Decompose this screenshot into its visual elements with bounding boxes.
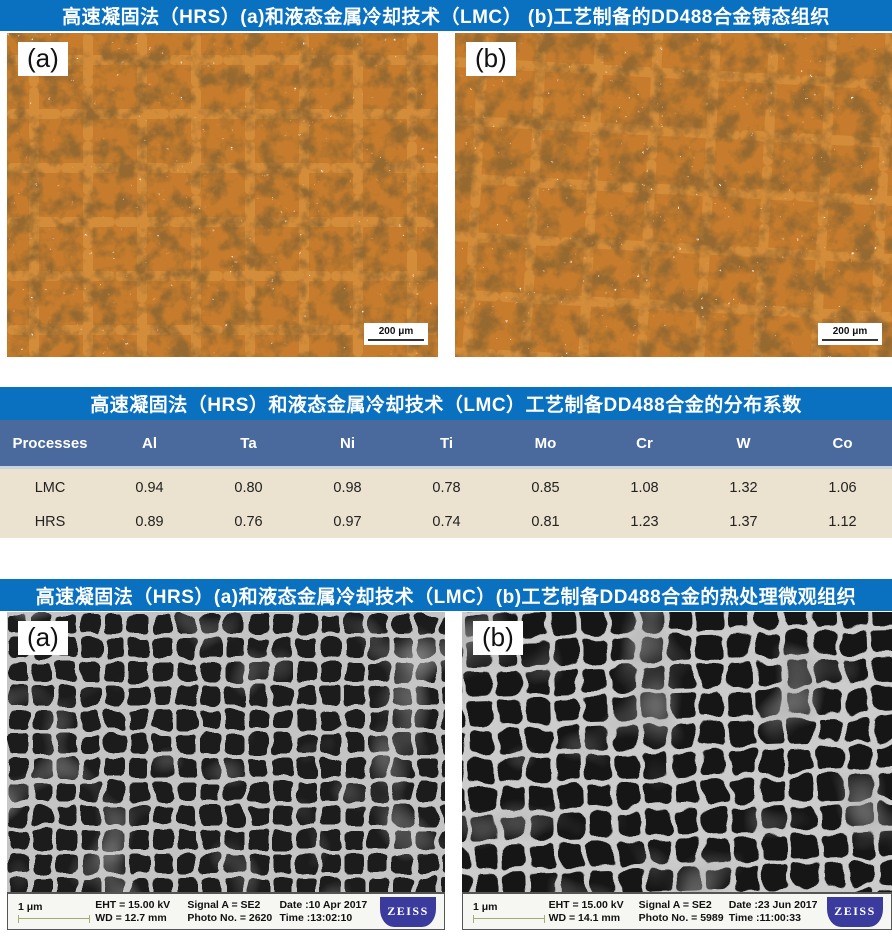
cell-value: 0.76 xyxy=(234,514,263,530)
sem-beam-info: EHT = 15.00 kV WD = 14.1 mm xyxy=(549,899,639,925)
optical-micrograph-a-texture xyxy=(7,33,438,357)
cell-value: 1.32 xyxy=(729,480,758,496)
wd-value: WD = 14.1 mm xyxy=(548,911,621,924)
cell-value: 1.23 xyxy=(630,514,659,530)
column-header-cr: Cr xyxy=(636,434,653,452)
coefficient-table-title: 高速凝固法（HRS）和液态金属冷却技术（LMC）工艺制备DD488合金的分布系数 xyxy=(0,387,892,420)
cell-value: 1.37 xyxy=(729,514,758,530)
scale-bar-label: 1 μm xyxy=(473,900,498,913)
sem-footer-b: 1 μm EHT = 15.00 kV WD = 14.1 mm Signal … xyxy=(462,892,892,930)
wd-value: WD = 12.7 mm xyxy=(95,911,167,924)
eht-value: EHT = 15.00 kV xyxy=(95,898,171,911)
sem-datetime-info: Date :10 Apr 2017 Time :13:02:10 xyxy=(279,899,380,925)
sem-micrograph-a: (a) 1 μm EHT = 15.00 kV WD = 12.7 mm Sig… xyxy=(7,612,445,930)
table-row-hrs: HRS 0.89 0.76 0.97 0.74 0.81 1.23 1.37 1… xyxy=(0,505,892,539)
signal-value: Signal A = SE2 xyxy=(638,898,712,911)
sem-micrograph-b: (b) 1 μm EHT = 15.00 kV WD = 14.1 mm Sig… xyxy=(462,612,892,930)
scale-bar-line xyxy=(18,914,90,923)
scale-bar-1um: 1 μm xyxy=(463,901,549,923)
time-value: Time :11:00:33 xyxy=(728,911,801,924)
column-header-ni: Ni xyxy=(340,434,355,452)
cell-value: 0.97 xyxy=(333,514,362,530)
column-header-w: W xyxy=(736,434,751,452)
sem-signal-info: Signal A = SE2 Photo No. = 5989 xyxy=(639,899,729,925)
cell-value: 0.74 xyxy=(432,514,461,530)
optical-micrograph-b: (b) 200 μm xyxy=(455,33,892,357)
cell-value: 0.80 xyxy=(234,480,263,496)
scale-bar-200um: 200 μm xyxy=(364,323,428,345)
cell-value: 1.08 xyxy=(630,480,659,496)
panel-label-b: (b) xyxy=(473,621,523,655)
sem-footer-a: 1 μm EHT = 15.00 kV WD = 12.7 mm Signal … xyxy=(7,892,445,930)
optical-micrograph-a: (a) 200 μm xyxy=(7,33,438,357)
photo-number: Photo No. = 2620 xyxy=(187,911,273,924)
cell-value: 1.12 xyxy=(828,514,857,530)
cast-structure-title: 高速凝固法（HRS）(a)和液态金属冷却技术（LMC） (b)工艺制备的DD48… xyxy=(0,0,892,31)
table-body: LMC 0.94 0.80 0.98 0.78 0.85 1.08 1.32 1… xyxy=(0,466,892,538)
column-header-ta: Ta xyxy=(240,434,257,452)
time-value: Time :13:02:10 xyxy=(279,911,353,924)
scale-bar-label: 200 μm xyxy=(832,326,868,337)
scale-bar-200um: 200 μm xyxy=(818,323,882,345)
optical-micrograph-b-texture xyxy=(455,33,892,357)
sem-datetime-info: Date :23 Jun 2017 Time :11:00:33 xyxy=(729,899,827,925)
cell-value: 0.98 xyxy=(333,480,362,496)
signal-value: Signal A = SE2 xyxy=(187,898,261,911)
cast-micrographs-row: (a) 200 μm (b) 200 μm xyxy=(7,33,892,357)
sem-micrograph-b-texture xyxy=(462,612,892,892)
zeiss-logo: ZEISS xyxy=(827,896,884,927)
table-row-lmc: LMC 0.94 0.80 0.98 0.78 0.85 1.08 1.32 1… xyxy=(0,471,892,505)
scale-bar-label: 1 μm xyxy=(18,900,43,913)
photo-number: Photo No. = 5989 xyxy=(638,911,724,924)
date-value: Date :10 Apr 2017 xyxy=(279,898,368,911)
column-header-processes: Processes xyxy=(12,434,88,452)
sem-micrograph-a-texture xyxy=(7,612,445,892)
scale-bar-line xyxy=(822,339,878,341)
scale-bar-line xyxy=(473,914,545,923)
panel-label-a: (a) xyxy=(18,621,68,655)
scale-bar-label: 200 μm xyxy=(378,326,414,337)
cell-value: 1.06 xyxy=(828,480,857,496)
column-header-mo: Mo xyxy=(534,434,557,452)
heat-treated-title: 高速凝固法（HRS）(a)和液态金属冷却技术（LMC）(b)工艺制备DD488合… xyxy=(0,579,892,611)
column-header-co: Co xyxy=(832,434,853,452)
column-header-ti: Ti xyxy=(439,434,454,452)
cell-value: 0.85 xyxy=(531,480,560,496)
sem-beam-info: EHT = 15.00 kV WD = 12.7 mm xyxy=(95,899,187,925)
zeiss-logo: ZEISS xyxy=(379,896,436,927)
scale-bar-1um: 1 μm xyxy=(8,901,95,923)
scale-bar-line xyxy=(368,339,424,341)
sem-micrographs-row: (a) 1 μm EHT = 15.00 kV WD = 12.7 mm Sig… xyxy=(7,612,892,930)
column-header-al: Al xyxy=(142,434,157,452)
row-label: HRS xyxy=(34,514,66,530)
panel-label-b: (b) xyxy=(466,42,516,76)
cell-value: 0.89 xyxy=(135,514,164,530)
cell-value: 0.81 xyxy=(531,514,560,530)
sem-signal-info: Signal A = SE2 Photo No. = 2620 xyxy=(187,899,279,925)
table-header-row: Processes Al Ta Ni Ti Mo Cr W Co xyxy=(0,420,892,466)
eht-value: EHT = 15.00 kV xyxy=(548,898,624,911)
date-value: Date :23 Jun 2017 xyxy=(728,898,818,911)
cell-value: 0.94 xyxy=(135,480,164,496)
row-label: LMC xyxy=(34,480,66,496)
cell-value: 0.78 xyxy=(432,480,461,496)
panel-label-a: (a) xyxy=(18,42,68,76)
